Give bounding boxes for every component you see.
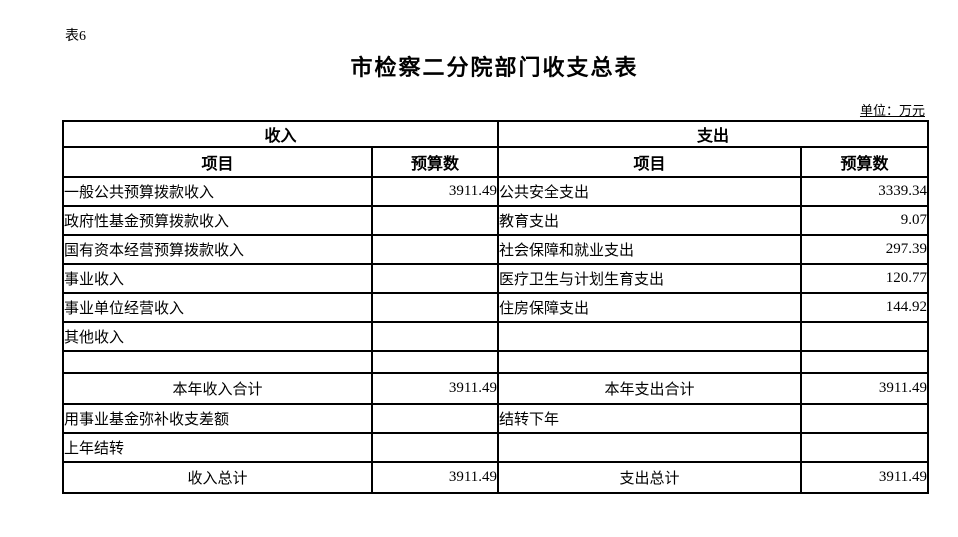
table-row: 其他收入 bbox=[62, 321, 930, 352]
section-header-row: 收入 支出 bbox=[61, 120, 930, 148]
page-title: 市检察二分院部门收支总表 bbox=[350, 55, 639, 80]
income-value-cell bbox=[370, 292, 500, 323]
expense-value-cell: 144.92 bbox=[800, 292, 930, 323]
income-budget-header: 预算数 bbox=[370, 146, 500, 178]
expense-item-cell: 公共安全支出 bbox=[497, 176, 803, 207]
income-value-cell bbox=[370, 403, 500, 434]
expense-value-cell bbox=[800, 350, 930, 374]
expense-item-cell: 住房保障支出 bbox=[497, 292, 803, 323]
income-value-cell bbox=[370, 321, 500, 352]
expense-value-cell bbox=[800, 432, 930, 463]
table-row: 一般公共预算拨款收入 3911.49 公共安全支出 3339.34 bbox=[62, 176, 930, 207]
expense-section-header: 支出 bbox=[497, 120, 930, 148]
expense-value-cell: 3911.49 bbox=[800, 461, 930, 494]
expense-value-cell: 297.39 bbox=[800, 234, 930, 265]
expense-item-header: 项目 bbox=[497, 146, 803, 178]
expense-value-cell: 120.77 bbox=[800, 263, 930, 294]
table-row: 政府性基金预算拨款收入 教育支出 9.07 bbox=[62, 205, 930, 236]
table-row: 收入总计 3911.49 支出总计 3911.49 bbox=[62, 461, 930, 494]
expense-item-cell: 本年支出合计 bbox=[497, 372, 803, 405]
income-item-cell: 其他收入 bbox=[62, 321, 373, 352]
income-value-cell bbox=[370, 234, 500, 265]
table-row bbox=[62, 350, 930, 374]
unit-label: 单位：万元 bbox=[859, 103, 925, 118]
income-item-cell: 一般公共预算拨款收入 bbox=[62, 176, 373, 207]
income-item-cell: 上年结转 bbox=[62, 432, 373, 463]
table-row: 事业单位经营收入 住房保障支出 144.92 bbox=[62, 292, 930, 323]
expense-budget-header: 预算数 bbox=[800, 146, 930, 178]
expense-value-cell bbox=[800, 321, 930, 352]
table-row: 本年收入合计 3911.49 本年支出合计 3911.49 bbox=[62, 372, 930, 405]
expense-item-cell: 结转下年 bbox=[497, 403, 803, 434]
expense-value-cell: 9.07 bbox=[800, 205, 930, 236]
income-value-cell: 3911.49 bbox=[370, 372, 500, 405]
expense-value-cell bbox=[800, 403, 930, 434]
income-value-cell: 3911.49 bbox=[370, 461, 500, 494]
income-item-header: 项目 bbox=[62, 146, 373, 178]
table-row: 事业收入 医疗卫生与计划生育支出 120.77 bbox=[62, 263, 930, 294]
expense-item-cell bbox=[497, 350, 803, 374]
expense-item-cell: 社会保障和就业支出 bbox=[497, 234, 803, 265]
income-item-cell: 事业单位经营收入 bbox=[62, 292, 373, 323]
income-item-cell: 事业收入 bbox=[62, 263, 373, 294]
expense-value-cell: 3339.34 bbox=[800, 176, 930, 207]
table-row: 国有资本经营预算拨款收入 社会保障和就业支出 297.39 bbox=[62, 234, 930, 265]
income-section-header: 收入 bbox=[61, 120, 500, 148]
income-value-cell: 3911.49 bbox=[370, 176, 500, 207]
budget-table: 收入 支出 项目 预算数 项目 预算数 一般公共预算拨款收入 3911.49 公… bbox=[61, 120, 930, 494]
table-row: 上年结转 bbox=[62, 432, 930, 463]
income-value-cell bbox=[370, 205, 500, 236]
income-item-cell: 本年收入合计 bbox=[62, 372, 373, 405]
table-label: 表6 bbox=[65, 29, 86, 44]
expense-item-cell: 支出总计 bbox=[497, 461, 803, 494]
income-value-cell bbox=[370, 263, 500, 294]
expense-item-cell: 医疗卫生与计划生育支出 bbox=[497, 263, 803, 294]
column-header-row: 项目 预算数 项目 预算数 bbox=[62, 146, 930, 178]
income-item-cell: 收入总计 bbox=[62, 461, 373, 494]
expense-item-cell: 教育支出 bbox=[497, 205, 803, 236]
unit-row: 单位：万元 bbox=[62, 100, 925, 119]
income-value-cell bbox=[370, 432, 500, 463]
income-value-cell bbox=[370, 350, 500, 374]
income-item-cell: 国有资本经营预算拨款收入 bbox=[62, 234, 373, 265]
expense-item-cell bbox=[497, 321, 803, 352]
expense-item-cell bbox=[497, 432, 803, 463]
income-item-cell bbox=[62, 350, 373, 374]
expense-value-cell: 3911.49 bbox=[800, 372, 930, 405]
income-item-cell: 政府性基金预算拨款收入 bbox=[62, 205, 373, 236]
income-item-cell: 用事业基金弥补收支差额 bbox=[62, 403, 373, 434]
table-row: 用事业基金弥补收支差额 结转下年 bbox=[62, 403, 930, 434]
